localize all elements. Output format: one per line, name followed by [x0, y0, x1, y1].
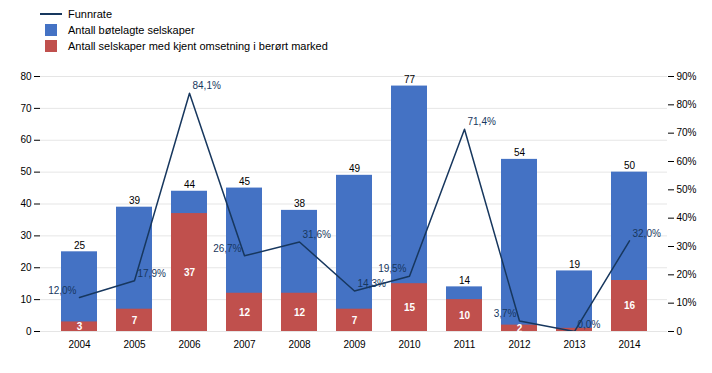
svg-text:3: 3: [77, 321, 83, 332]
svg-text:7: 7: [132, 315, 138, 326]
svg-text:38: 38: [294, 198, 306, 209]
svg-text:19: 19: [569, 259, 581, 270]
svg-text:26,7%: 26,7%: [213, 243, 241, 254]
svg-text:50%: 50%: [677, 184, 697, 195]
svg-text:39: 39: [129, 195, 141, 206]
svg-text:10%: 10%: [677, 297, 697, 308]
svg-text:15: 15: [404, 302, 416, 313]
svg-text:10: 10: [459, 310, 471, 321]
svg-text:12: 12: [294, 307, 306, 318]
svg-text:30%: 30%: [677, 241, 697, 252]
svg-text:2006: 2006: [178, 339, 201, 350]
svg-text:71,4%: 71,4%: [468, 116, 496, 127]
svg-text:2011: 2011: [454, 339, 476, 350]
svg-text:2: 2: [517, 323, 523, 334]
svg-text:70: 70: [20, 103, 32, 114]
svg-text:31,6%: 31,6%: [303, 229, 331, 240]
svg-text:2013: 2013: [563, 339, 586, 350]
svg-text:25: 25: [74, 240, 86, 251]
svg-text:60: 60: [20, 134, 32, 145]
svg-text:40%: 40%: [677, 212, 697, 223]
svg-text:54: 54: [514, 147, 526, 158]
svg-text:40: 40: [20, 198, 32, 209]
html-text:Funnrate: Funnrate: [68, 8, 112, 20]
svg-text:80: 80: [20, 71, 32, 82]
svg-text:2010: 2010: [398, 339, 421, 350]
svg-text:44: 44: [184, 179, 196, 190]
svg-text:49: 49: [349, 163, 361, 174]
svg-text:0: 0: [26, 326, 32, 337]
svg-text:50: 50: [624, 160, 636, 171]
svg-text:2005: 2005: [123, 339, 146, 350]
svg-text:70%: 70%: [677, 127, 697, 138]
svg-text:2004: 2004: [68, 339, 91, 350]
svg-text:77: 77: [404, 74, 416, 85]
svg-text:19,5%: 19,5%: [378, 263, 406, 274]
svg-text:14,3%: 14,3%: [358, 278, 386, 289]
svg-text:45: 45: [239, 176, 251, 187]
svg-text:2014: 2014: [618, 339, 641, 350]
svg-text:2012: 2012: [508, 339, 531, 350]
html-text:Antall bøtelagte selskaper: Antall bøtelagte selskaper: [68, 24, 195, 36]
svg-text:30: 30: [20, 230, 32, 241]
svg-text:12: 12: [239, 307, 251, 318]
svg-text:90%: 90%: [677, 71, 697, 82]
svg-text:32,0%: 32,0%: [633, 228, 661, 239]
svg-text:3,7%: 3,7%: [494, 308, 517, 319]
svg-text:60%: 60%: [677, 156, 697, 167]
svg-text:12,0%: 12,0%: [48, 285, 76, 296]
svg-text:80%: 80%: [677, 99, 697, 110]
svg-text:20: 20: [20, 262, 32, 273]
svg-text:50: 50: [20, 166, 32, 177]
svg-text:10: 10: [20, 294, 32, 305]
svg-text:2009: 2009: [343, 339, 366, 350]
svg-text:14: 14: [459, 275, 471, 286]
svg-text:2007: 2007: [233, 339, 256, 350]
html-text:Antall selskaper med kjent oms: Antall selskaper med kjent omsetning i b…: [68, 40, 328, 52]
svg-text:37: 37: [184, 267, 196, 278]
svg-text:7: 7: [352, 315, 358, 326]
svg-text:20%: 20%: [677, 269, 697, 280]
svg-text:2008: 2008: [288, 339, 311, 350]
svg-text:84,1%: 84,1%: [193, 80, 221, 91]
svg-text:17,9%: 17,9%: [138, 268, 166, 279]
svg-text:16: 16: [624, 300, 636, 311]
svg-text:0,0%: 0,0%: [578, 319, 601, 330]
svg-text:0: 0: [677, 326, 683, 337]
